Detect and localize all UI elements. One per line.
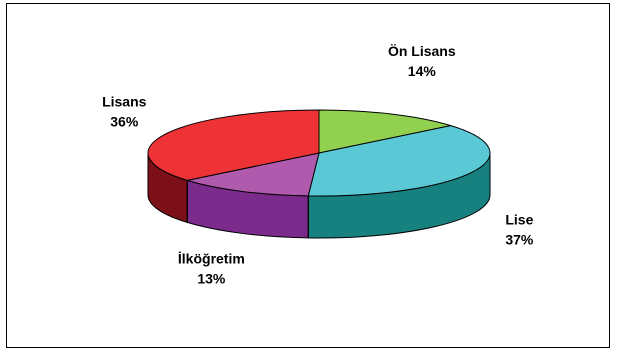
- slice-percent-ilkogretim: 13%: [197, 270, 226, 286]
- slice-label-on-lisans: Ön Lisans: [388, 43, 456, 59]
- slice-percent-lise: 37%: [505, 232, 534, 248]
- pie-sides: [147, 152, 491, 239]
- slice-label-ilkogretim: İlköğretim: [178, 250, 245, 266]
- pie-slice-ilkogretim: [187, 152, 320, 197]
- pie-slice-lisans: [147, 109, 320, 181]
- pie-labels: Ön Lisans 14% Lise 37% İlköğretim 13% Lisans 36…: [102, 43, 534, 286]
- slice-percent-lisans: 36%: [110, 114, 139, 130]
- slice-percent-on-lisans: 14%: [408, 63, 437, 79]
- slice-label-lisans: Lisans: [102, 94, 147, 110]
- slice-label-lise: Lise: [505, 212, 533, 228]
- pie-slice-on-lisans: [318, 109, 451, 154]
- pie-slice-lise: [307, 125, 491, 197]
- pie-tops: [147, 109, 491, 197]
